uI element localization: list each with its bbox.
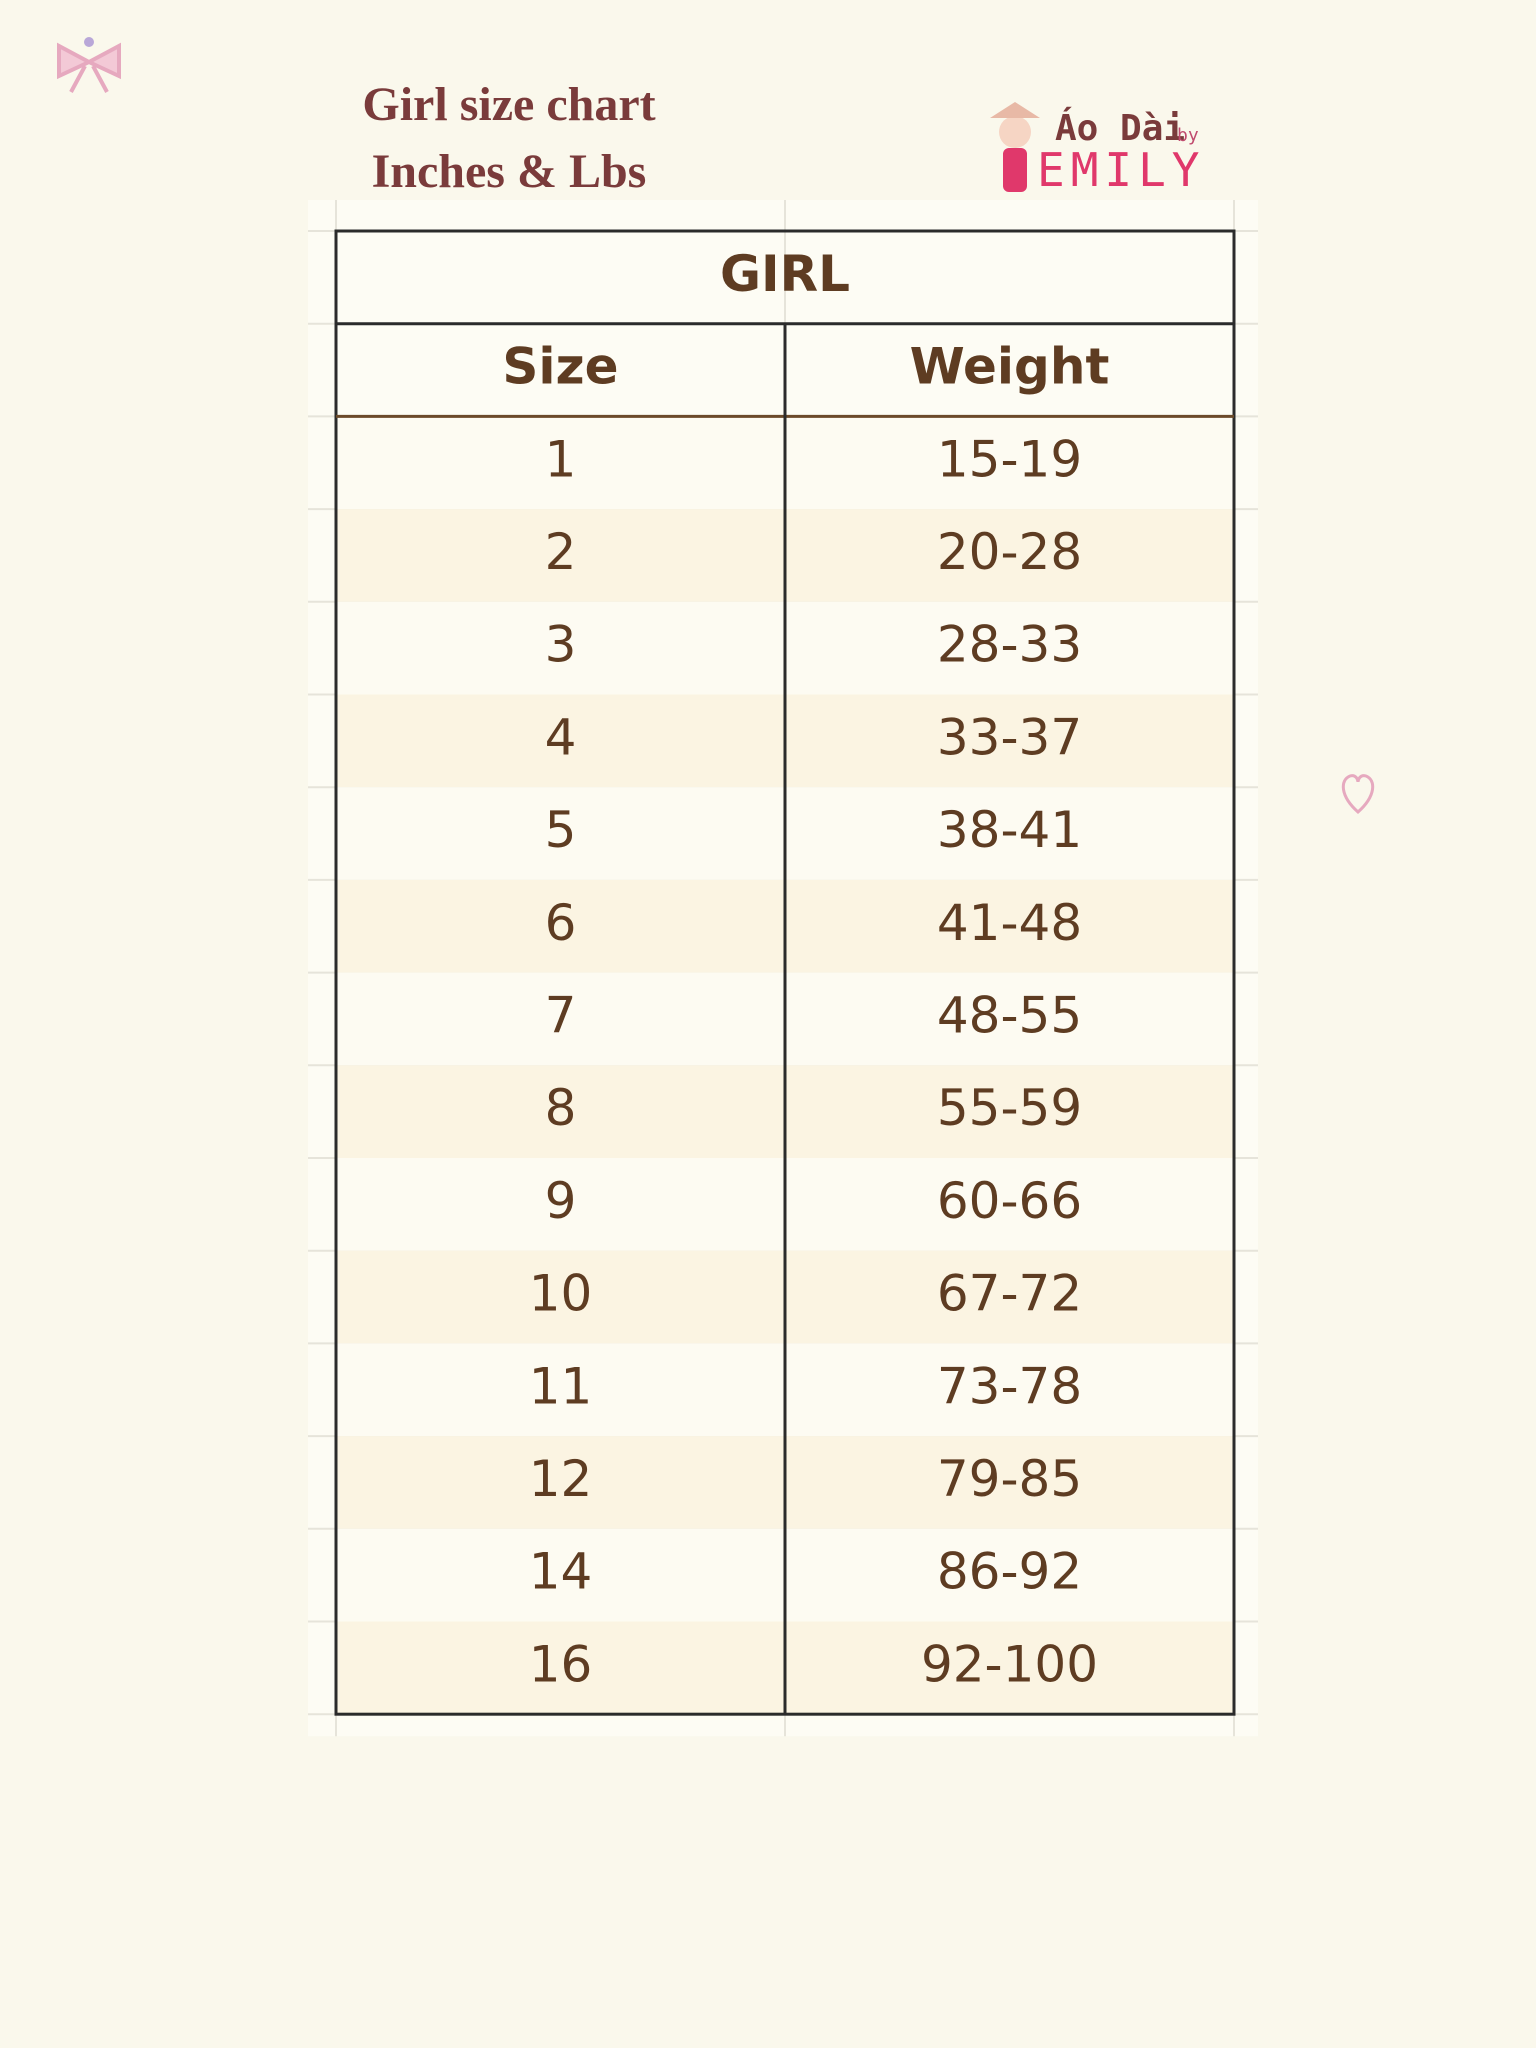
title: Girl size chart xyxy=(362,78,655,131)
heart-icon xyxy=(1341,774,1375,815)
table-cell: 12 xyxy=(529,1450,593,1508)
row-bg xyxy=(336,416,785,510)
row-bg xyxy=(336,879,785,973)
row-bg xyxy=(785,601,1234,695)
table-cell: 1 xyxy=(545,430,577,488)
table-cell: 15-19 xyxy=(937,430,1082,488)
subtitle: Inches & Lbs xyxy=(372,145,647,198)
table-cell: 73-78 xyxy=(937,1357,1082,1415)
table-cell: 2 xyxy=(545,523,577,581)
table-cell: 60-66 xyxy=(937,1172,1082,1230)
size-table: GIRL Size Weight 1 15-19 2 20-28 3 28-33 4 33-37 5 3… xyxy=(308,200,1258,1737)
logo-figure-head xyxy=(999,116,1031,148)
table-cell: 10 xyxy=(529,1265,593,1323)
column-header: Weight xyxy=(910,338,1110,396)
table-cell: 7 xyxy=(545,986,577,1044)
row-bg xyxy=(336,1250,785,1344)
table-cell: 38-41 xyxy=(937,801,1082,859)
table-cell: 16 xyxy=(529,1635,593,1693)
table-cell: 55-59 xyxy=(937,1079,1082,1137)
logo-by: by xyxy=(1177,125,1199,146)
row-bg xyxy=(785,1343,1234,1437)
row-bg xyxy=(336,601,785,695)
logo-brand: Áo Dài xyxy=(1055,107,1185,149)
logo: Áo Dài by EMILY xyxy=(990,102,1205,197)
row-bg xyxy=(785,1436,1234,1529)
table-cell: 3 xyxy=(545,616,577,674)
row-bg xyxy=(336,972,785,1066)
row-bg xyxy=(336,1158,785,1251)
logo-figure-body xyxy=(1003,148,1027,192)
table-cell: 14 xyxy=(529,1543,593,1601)
row-bg xyxy=(785,416,1234,510)
table-cell: 8 xyxy=(545,1079,577,1137)
row-bg xyxy=(336,694,785,788)
row-bg xyxy=(785,1065,1234,1158)
table-cell: 41-48 xyxy=(937,894,1082,952)
table-caption: GIRL xyxy=(720,245,850,303)
row-bg xyxy=(785,1250,1234,1344)
row-bg xyxy=(785,694,1234,788)
table-cell: 28-33 xyxy=(937,616,1082,674)
table-cell: 11 xyxy=(529,1357,593,1415)
table-cell: 92-100 xyxy=(921,1635,1098,1693)
bow-icon xyxy=(57,37,121,93)
row-bg xyxy=(785,1158,1234,1251)
table-cell: 79-85 xyxy=(937,1450,1082,1508)
logo-hat xyxy=(990,102,1040,118)
row-bg xyxy=(785,1621,1234,1715)
row-bg xyxy=(785,787,1234,880)
table-cell: 20-28 xyxy=(937,523,1082,581)
table-cell: 4 xyxy=(545,708,577,766)
table-cell: 67-72 xyxy=(937,1265,1082,1323)
table-cell: 5 xyxy=(545,801,577,859)
row-bg xyxy=(785,972,1234,1066)
logo-name: EMILY xyxy=(1037,143,1205,197)
row-bg xyxy=(785,879,1234,973)
row-bg xyxy=(336,1436,785,1529)
row-bg xyxy=(336,1065,785,1158)
row-bg xyxy=(785,1528,1234,1622)
table-cell: 86-92 xyxy=(937,1543,1082,1601)
table-cell: 9 xyxy=(545,1172,577,1230)
table-cell: 48-55 xyxy=(937,986,1082,1044)
table-cell: 33-37 xyxy=(937,708,1082,766)
column-header: Size xyxy=(502,338,618,396)
row-bg xyxy=(336,1528,785,1622)
row-bg xyxy=(336,1621,785,1715)
row-bg xyxy=(336,1343,785,1437)
row-bg xyxy=(336,787,785,880)
table-cell: 6 xyxy=(545,894,577,952)
row-bg xyxy=(336,509,785,602)
row-bg xyxy=(785,509,1234,602)
